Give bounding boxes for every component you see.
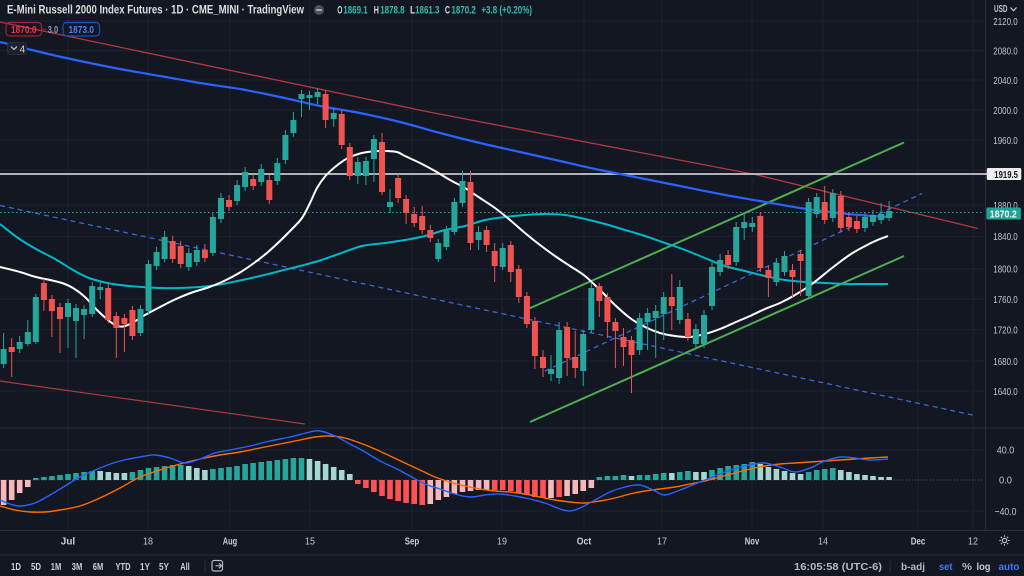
svg-text:Oct: Oct <box>577 535 592 547</box>
svg-text:1960.0: 1960.0 <box>993 135 1018 147</box>
svg-text:set: set <box>939 561 953 573</box>
svg-text:+3.8 (+0.20%): +3.8 (+0.20%) <box>481 4 532 16</box>
svg-text:1760.0: 1760.0 <box>993 294 1018 306</box>
svg-text:C: C <box>445 4 450 16</box>
svg-text:0.0: 0.0 <box>999 475 1012 487</box>
svg-text:1869.1: 1869.1 <box>343 4 367 16</box>
svg-text:6M: 6M <box>93 561 104 573</box>
svg-text:1D: 1D <box>11 561 21 573</box>
svg-text:−40.0: −40.0 <box>995 506 1017 518</box>
svg-text:4: 4 <box>20 44 26 56</box>
svg-text:15: 15 <box>305 535 315 547</box>
svg-text:1640.0: 1640.0 <box>993 386 1018 398</box>
svg-text:17: 17 <box>657 535 667 547</box>
svg-text:1680.0: 1680.0 <box>993 356 1018 368</box>
svg-text:log: log <box>977 561 991 573</box>
svg-text:H: H <box>374 4 379 16</box>
svg-text:YTD: YTD <box>116 561 131 573</box>
svg-text:1919.5: 1919.5 <box>994 169 1018 181</box>
svg-text:All: All <box>180 561 190 573</box>
svg-text:E-Mini Russell 2000 Index Futu: E-Mini Russell 2000 Index Futures · 1D ·… <box>7 4 304 16</box>
svg-text:Nov: Nov <box>745 535 760 547</box>
svg-text:5D: 5D <box>31 561 41 573</box>
svg-text:12: 12 <box>968 535 978 547</box>
svg-text:1Y: 1Y <box>140 561 150 573</box>
svg-text:Dec: Dec <box>911 535 926 547</box>
svg-text:2080.0: 2080.0 <box>993 45 1018 57</box>
svg-text:1720.0: 1720.0 <box>993 324 1018 336</box>
svg-text:O: O <box>337 4 342 16</box>
svg-text:1870.0: 1870.0 <box>11 24 37 36</box>
svg-text:2040.0: 2040.0 <box>993 75 1018 87</box>
svg-text:16:05:58 (UTC-6): 16:05:58 (UTC-6) <box>794 561 882 573</box>
svg-text:1861.3: 1861.3 <box>415 4 439 16</box>
svg-text:40.0: 40.0 <box>997 445 1015 457</box>
svg-text:5Y: 5Y <box>159 561 169 573</box>
svg-text:L: L <box>410 4 415 16</box>
svg-text:Aug: Aug <box>223 535 237 547</box>
svg-text:18: 18 <box>143 535 153 547</box>
svg-text:Sep: Sep <box>405 535 419 547</box>
svg-text:1800.0: 1800.0 <box>993 264 1018 276</box>
svg-text:1878.8: 1878.8 <box>380 4 404 16</box>
svg-text:19: 19 <box>497 535 507 547</box>
svg-text:14: 14 <box>818 535 828 547</box>
svg-text:1870.2: 1870.2 <box>451 4 475 16</box>
svg-text:1870.2: 1870.2 <box>990 208 1017 220</box>
svg-text:%: % <box>962 561 973 573</box>
svg-text:2120.0: 2120.0 <box>993 16 1018 28</box>
svg-text:3M: 3M <box>72 561 83 573</box>
svg-text:1M: 1M <box>51 561 62 573</box>
svg-text:3.0: 3.0 <box>48 24 59 36</box>
svg-text:auto: auto <box>999 561 1020 573</box>
svg-text:Jul: Jul <box>61 535 75 547</box>
svg-text:USD: USD <box>994 3 1008 15</box>
svg-text:2000.0: 2000.0 <box>993 105 1018 117</box>
svg-text:1873.0: 1873.0 <box>69 24 95 36</box>
svg-text:b-adj: b-adj <box>901 561 925 573</box>
svg-text:1840.0: 1840.0 <box>993 231 1018 243</box>
